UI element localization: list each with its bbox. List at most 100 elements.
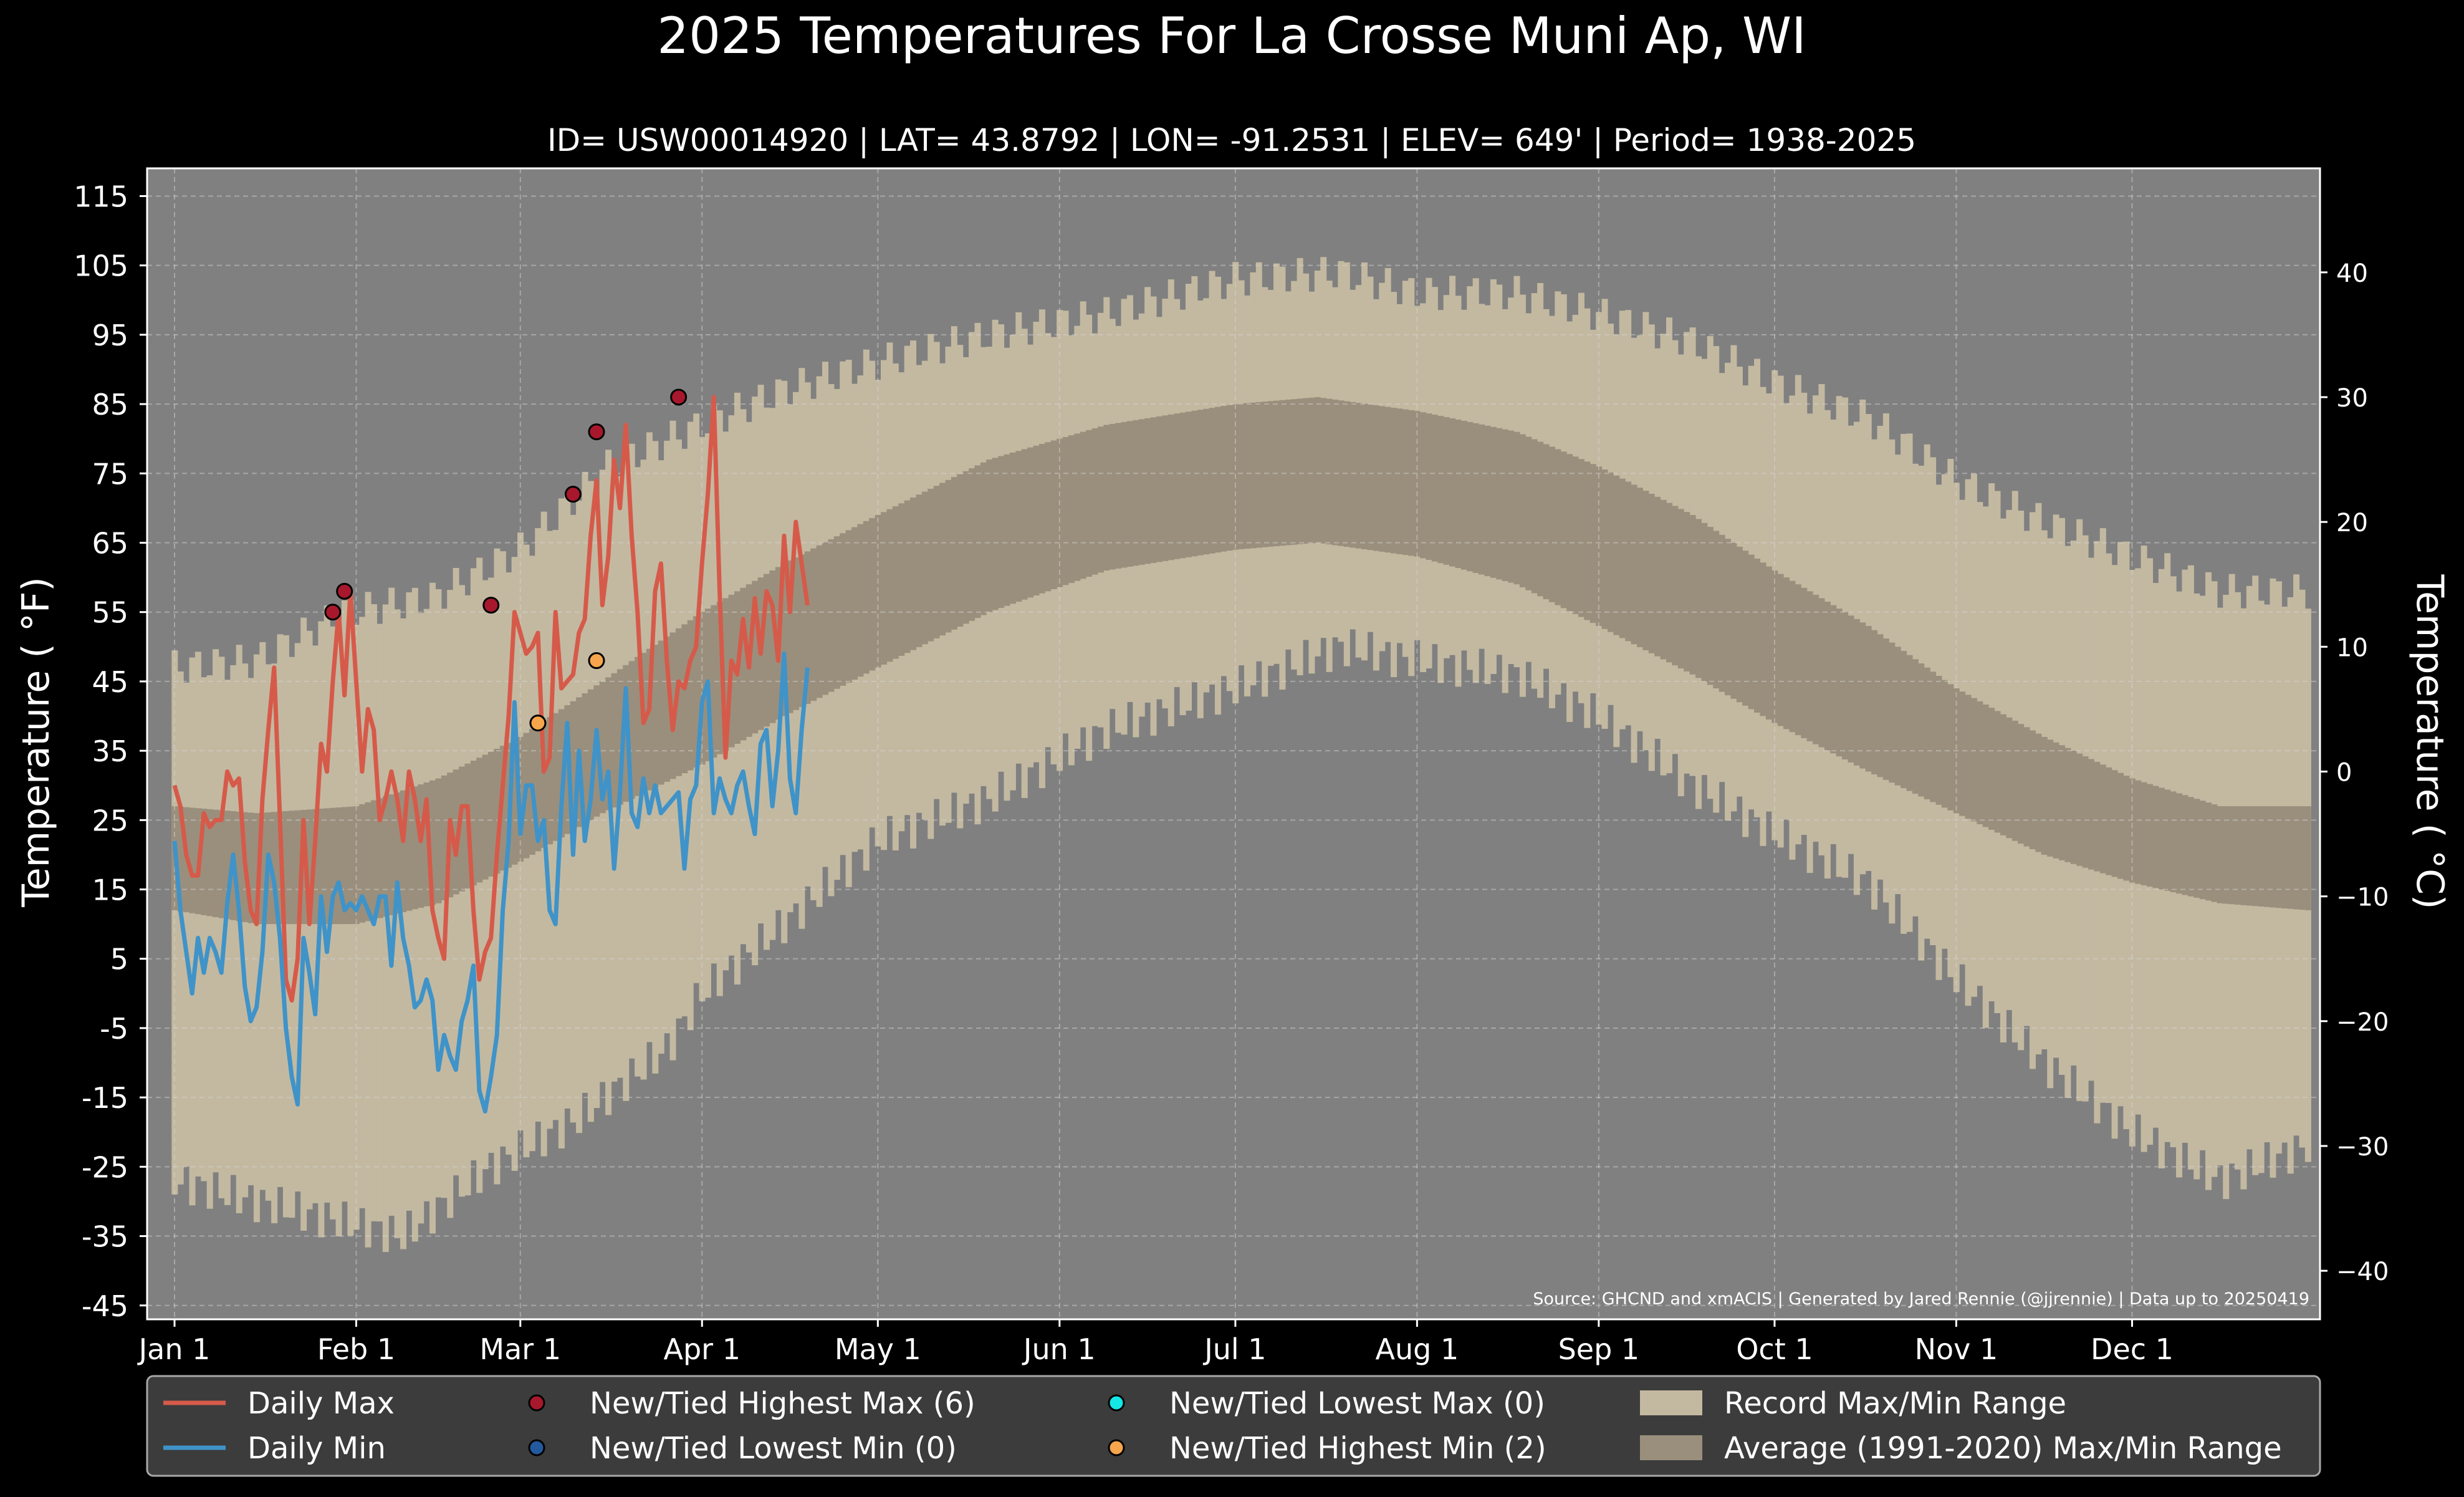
normal-range-bar [2240,806,2247,905]
normal-range-bar [1789,580,1796,733]
normal-range-bar [1391,407,1397,554]
normal-range-bar [2182,795,2188,895]
normal-range-bar [582,693,588,824]
x-tick-label: Oct 1 [1736,1332,1813,1366]
x-tick-label: Feb 1 [317,1332,395,1366]
normal-range-bar [1531,439,1538,594]
normal-range-bar [1203,408,1210,555]
normal-range-bar [1349,402,1356,548]
normal-range-bar [998,456,1005,609]
x-tick-label: Sep 1 [1558,1332,1640,1366]
record-range-bar [271,663,278,1223]
normal-range-bar [1508,430,1515,583]
normal-range-bar [1479,424,1485,575]
normal-range-bar [1449,418,1456,567]
normal-range-bar [1584,461,1591,620]
normal-range-bar [898,503,905,656]
record-range-bar [335,629,342,1237]
normal-range-bar [1490,426,1497,578]
normal-range-bar [1771,570,1778,723]
normal-range-bar [1033,445,1040,596]
normal-range-bar [1326,398,1333,545]
y-tick-label-f: 5 [110,943,128,976]
normal-range-bar [335,807,342,925]
normal-range-bar [2252,806,2259,907]
normal-range-bar [816,545,823,698]
normal-range-bar [1472,423,1479,573]
record-marker-highest-min [529,715,547,732]
x-tick-label: Jun 1 [1022,1332,1096,1366]
record-range-bar [411,587,418,1242]
normal-range-bar [2123,776,2130,881]
y-tick-label-f: -35 [82,1220,128,1254]
normal-range-bar [833,536,840,689]
normal-range-bar [2258,806,2265,907]
normal-range-bar [2176,793,2183,894]
normal-range-bar [1050,440,1057,590]
normal-range-bar [1027,447,1034,598]
normal-range-bar [599,681,606,814]
normal-range-bar [1589,464,1596,623]
legend: Daily Max Daily Min New/Tied Highest Max (… [146,1375,2321,1477]
normal-range-bar [763,574,770,727]
normal-range-bar [1842,612,1849,760]
normal-range-bar [1548,446,1555,602]
normal-range-bar [1443,417,1450,565]
normal-range-bar [470,761,477,886]
normal-range-bar [2205,802,2212,901]
legend-marker-swatch [1108,1439,1125,1456]
normal-range-bar [1267,401,1274,547]
legend-box [146,1375,2321,1477]
record-range-bar [382,604,389,1252]
record-range-bar [224,680,231,1205]
normal-range-bar [1431,415,1438,562]
normal-range-bar [681,624,688,774]
legend-marker-swatch [528,1394,545,1412]
normal-range-bar [1871,630,1878,774]
normal-range-bar [740,587,747,741]
legend-label: New/Tied Highest Max (6) [590,1386,976,1421]
normal-range-bar [664,636,671,782]
normal-range-bar [1004,454,1010,606]
normal-range-bar [2235,806,2241,905]
normal-range-bar [1660,499,1667,660]
normal-range-bar [892,506,899,659]
normal-range-bar [259,812,266,925]
normal-range-bar [2047,739,2054,857]
y-tick-label-f: 15 [92,874,128,907]
normal-range-bar [2304,806,2311,910]
normal-range-bar [781,563,788,716]
normal-range-bar [411,786,418,910]
series-line-daily-min [172,651,810,1114]
y-tick-label-f: -45 [82,1289,128,1323]
y-tick-label-f: 85 [92,388,128,421]
normal-range-bar [2029,730,2036,850]
normal-range-bar [1373,405,1379,551]
normal-range-bar [1285,399,1292,546]
normal-range-bar [1566,454,1573,612]
normal-range-bar [2076,753,2083,866]
normal-range-bar [1062,436,1069,585]
chart-subtitle: ID= USW00014920 | LAT= 43.8792 | LON= -9… [547,122,1916,158]
normal-range-bar [2099,764,2106,874]
normal-range-bar [1906,655,1913,791]
normal-range-bar [910,497,917,650]
normal-range-bar [1806,591,1813,741]
normal-range-bar [1701,522,1708,681]
normal-range-bar [453,769,459,895]
normal-range-bar [1232,404,1239,550]
normal-range-bar [1502,429,1508,581]
normal-range-bar [869,517,876,671]
normal-range-bar [1074,433,1081,581]
record-range-bar [300,617,307,1231]
normal-range-bar [2018,724,2025,844]
legend-label: Record Max/Min Range [1724,1386,2066,1421]
record-range-bar [183,682,190,1167]
record-range-bar [289,657,295,1218]
normal-range-bar [1994,711,2001,833]
normal-range-bar [353,806,360,925]
normal-range-bar [605,677,612,811]
normal-range-bar [2140,782,2147,885]
normal-range-bar [2111,770,2118,877]
normal-range-bar [933,486,940,638]
